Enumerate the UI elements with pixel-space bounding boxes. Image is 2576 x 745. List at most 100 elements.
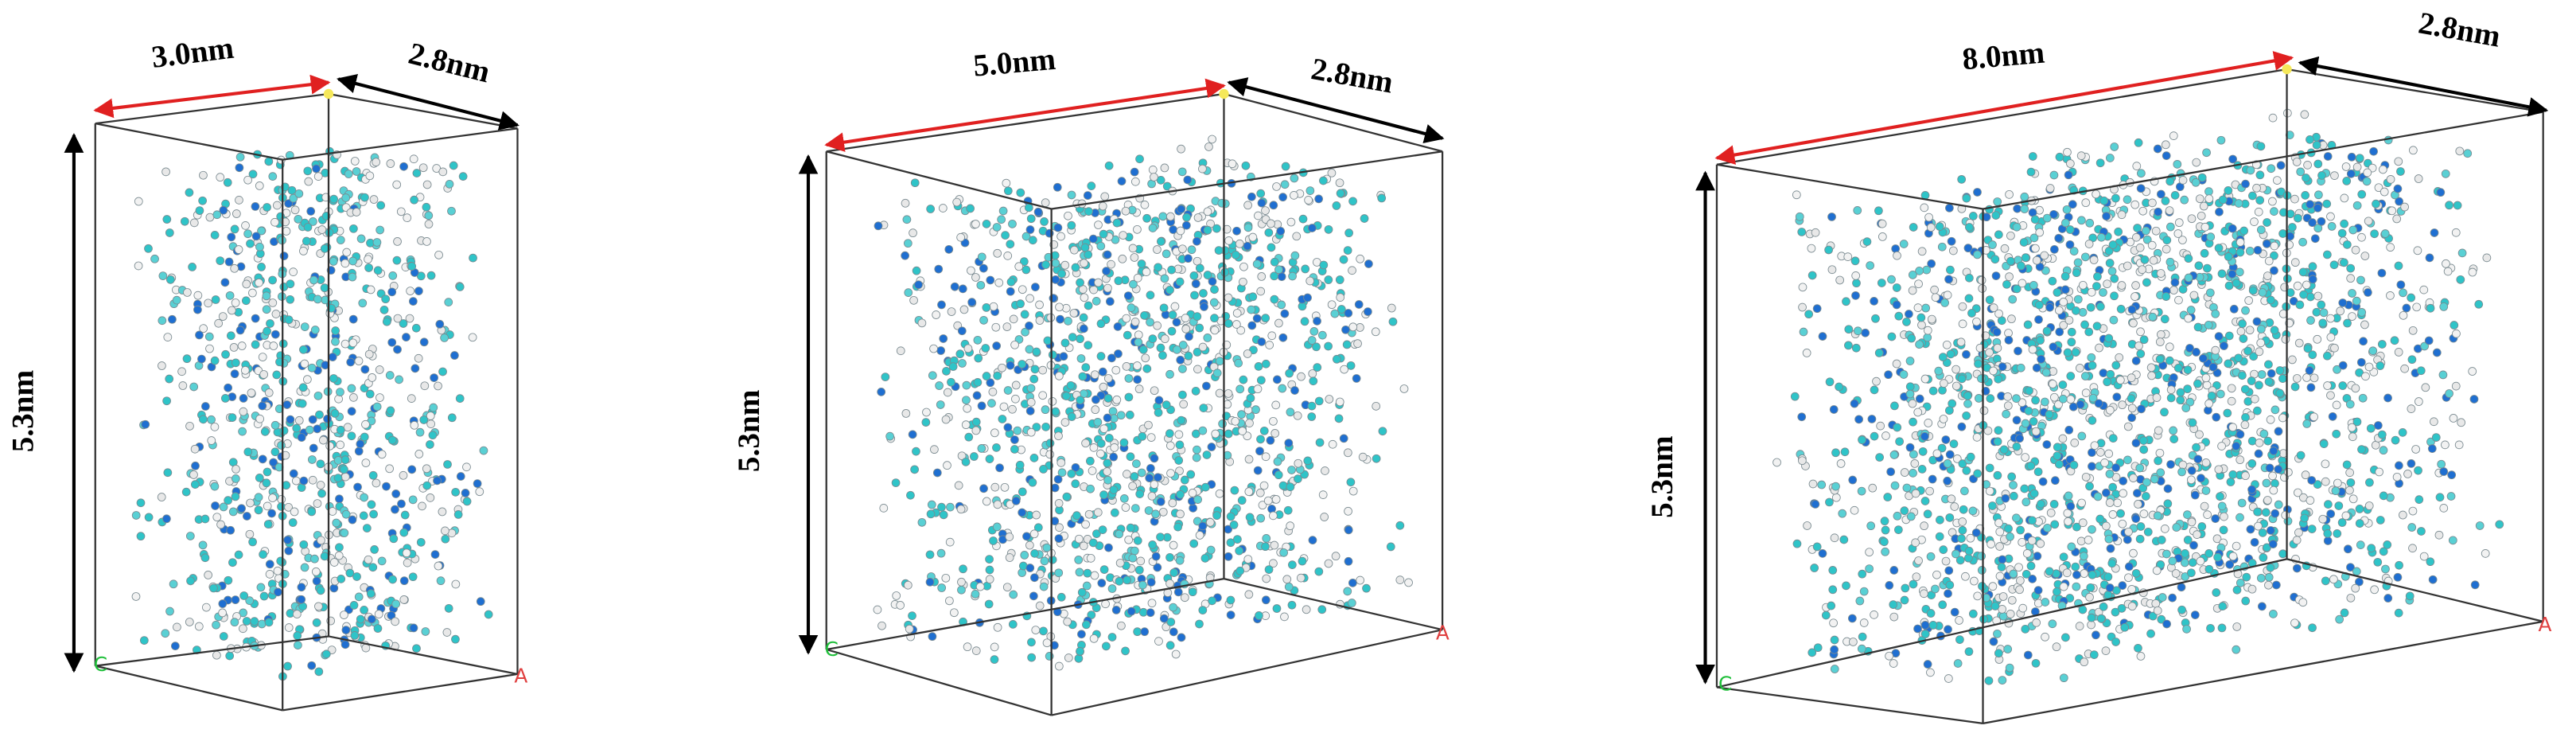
atom bbox=[2408, 506, 2418, 516]
atom bbox=[2029, 280, 2038, 290]
atom bbox=[2248, 191, 2257, 201]
atom bbox=[2048, 380, 2057, 388]
atom bbox=[1913, 408, 1923, 417]
atom bbox=[2293, 281, 2302, 291]
box-edge bbox=[826, 150, 1052, 210]
atom bbox=[2095, 158, 2105, 168]
atom bbox=[334, 551, 344, 560]
atom bbox=[1165, 212, 1175, 221]
atom bbox=[1983, 426, 1993, 435]
atom bbox=[139, 636, 149, 645]
atom bbox=[245, 529, 255, 539]
atom bbox=[2324, 500, 2333, 509]
atom bbox=[1317, 330, 1327, 340]
atom bbox=[1842, 581, 1850, 591]
atom bbox=[1079, 324, 1088, 333]
atom bbox=[945, 537, 955, 547]
atom bbox=[2217, 442, 2226, 451]
atom bbox=[1337, 305, 1346, 314]
atom bbox=[2007, 472, 2017, 482]
atom bbox=[2093, 492, 2103, 501]
atom bbox=[1027, 653, 1037, 662]
atom bbox=[317, 536, 325, 545]
atom bbox=[1104, 543, 1113, 552]
atom bbox=[2412, 302, 2422, 312]
atom bbox=[286, 279, 295, 289]
atom bbox=[260, 427, 270, 436]
atom bbox=[185, 188, 194, 197]
atom bbox=[1134, 337, 1143, 347]
atom bbox=[387, 287, 397, 297]
atom bbox=[1946, 349, 1955, 359]
atom bbox=[2099, 369, 2108, 377]
atom bbox=[2102, 488, 2111, 497]
atom bbox=[901, 409, 911, 418]
atom bbox=[407, 262, 417, 271]
atom bbox=[264, 618, 274, 627]
atom bbox=[1886, 467, 1896, 477]
atom bbox=[1115, 529, 1124, 539]
atom bbox=[1119, 231, 1128, 240]
atom bbox=[956, 505, 966, 514]
atom bbox=[1962, 411, 1971, 420]
atom bbox=[982, 219, 991, 228]
atom bbox=[414, 287, 423, 295]
atom bbox=[2123, 422, 2133, 431]
atom bbox=[1990, 602, 2000, 610]
atom bbox=[1003, 423, 1013, 432]
atom bbox=[2336, 306, 2345, 316]
atom bbox=[2069, 247, 2079, 255]
atom bbox=[997, 215, 1006, 224]
atom bbox=[1914, 556, 1923, 565]
atom bbox=[2110, 142, 2119, 151]
atom bbox=[239, 394, 248, 403]
atom bbox=[1049, 294, 1058, 303]
atom bbox=[2278, 374, 2287, 384]
atom bbox=[874, 221, 883, 231]
atom bbox=[912, 447, 920, 456]
atom bbox=[2197, 211, 2206, 220]
corner-marker bbox=[323, 88, 334, 99]
atom bbox=[1117, 177, 1127, 185]
atom bbox=[136, 532, 146, 541]
atom bbox=[1890, 401, 1899, 411]
atom bbox=[172, 295, 181, 305]
atom bbox=[1262, 574, 1271, 583]
atom bbox=[2232, 442, 2241, 451]
atom bbox=[1144, 506, 1154, 515]
atom bbox=[1025, 225, 1035, 234]
atom bbox=[1147, 491, 1157, 501]
atom bbox=[320, 283, 329, 293]
atom bbox=[1119, 494, 1129, 503]
atom bbox=[1211, 429, 1220, 439]
atom bbox=[2084, 536, 2093, 544]
atom bbox=[1945, 450, 1955, 459]
atom bbox=[1198, 342, 1208, 352]
atom bbox=[2334, 501, 2344, 510]
atom bbox=[1137, 468, 1146, 478]
atom bbox=[2142, 278, 2151, 287]
atom bbox=[360, 365, 370, 374]
atom bbox=[1156, 497, 1165, 506]
atom bbox=[1027, 638, 1036, 647]
atom bbox=[1105, 297, 1115, 306]
atom bbox=[255, 414, 265, 423]
atom bbox=[2107, 267, 2117, 276]
atom bbox=[1028, 478, 1037, 487]
atom bbox=[1056, 314, 1064, 324]
atom bbox=[1330, 309, 1340, 318]
atom bbox=[1946, 265, 1955, 275]
atom bbox=[443, 460, 452, 469]
atom bbox=[990, 655, 999, 664]
atom bbox=[1136, 556, 1146, 566]
atom bbox=[930, 445, 939, 454]
atom bbox=[1071, 479, 1080, 489]
atom bbox=[993, 500, 1002, 509]
atom bbox=[1270, 294, 1279, 304]
atom bbox=[2431, 433, 2441, 442]
atom bbox=[1336, 189, 1345, 198]
atom bbox=[195, 206, 204, 215]
atom bbox=[1852, 279, 1861, 288]
atom bbox=[1169, 540, 1178, 550]
atom bbox=[1909, 223, 1918, 232]
